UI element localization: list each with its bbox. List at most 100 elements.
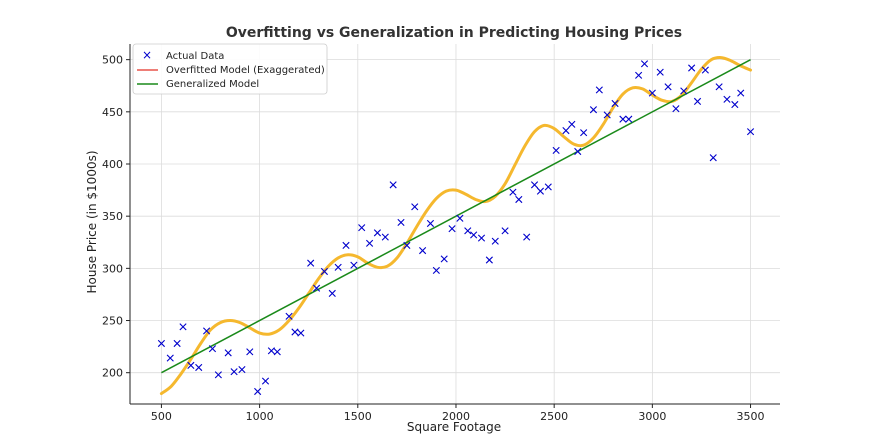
data-point-54 (562, 127, 570, 135)
data-point-71 (688, 64, 696, 72)
data-point-15 (267, 347, 275, 355)
data-point-31 (389, 181, 397, 189)
data-point-56 (574, 147, 582, 156)
data-point-59 (595, 86, 603, 94)
legend-entry-overfitted-model: Overfitted Model (Exaggerated) (137, 65, 325, 76)
data-point-25 (342, 241, 350, 249)
x-tick-label-2: 1500 (344, 410, 372, 423)
data-point-7 (208, 345, 217, 353)
x-tick-label-3: 2000 (442, 410, 470, 423)
data-point-36 (426, 219, 435, 228)
legend-label-actual-data: Actual Data (166, 51, 224, 62)
y-axis-label: House Price (in $1000s) (85, 150, 99, 293)
legend-entry-actual-data: × Actual Data (142, 48, 224, 62)
data-point-1 (166, 354, 174, 362)
overfitted-model-curve (159, 56, 753, 396)
data-point-60 (603, 111, 611, 119)
legend-label-overfitted-model: Overfitted Model (Exaggerated) (166, 65, 325, 76)
data-point-33 (403, 241, 411, 249)
data-point-5 (195, 363, 203, 372)
data-point-4 (187, 361, 195, 369)
data-point-63 (625, 115, 633, 123)
tick-labels: 500 1000 1500 2000 2500 3000 3500 200 250 300 350 4… (102, 54, 765, 423)
y-tick-label-3: 350 (102, 210, 123, 223)
data-point-51 (536, 187, 545, 195)
axes (126, 44, 780, 408)
legend-entry-generalized-model: Generalized Model (137, 79, 259, 90)
data-point-69 (672, 105, 680, 113)
data-point-40 (456, 214, 464, 222)
x-tick-label-6: 3500 (737, 410, 765, 423)
data-point-52 (544, 183, 552, 191)
y-tick-label-6: 500 (102, 54, 123, 67)
data-point-75 (715, 83, 723, 91)
y-tick-label-1: 250 (102, 315, 123, 328)
y-tick-label-2: 300 (102, 262, 123, 275)
data-point-64 (635, 71, 643, 79)
data-point-42 (470, 231, 478, 239)
data-point-47 (509, 188, 517, 196)
data-point-26 (350, 261, 358, 269)
data-point-66 (648, 89, 656, 97)
x-tick-label-0: 500 (151, 410, 172, 423)
x-axis-label: Square Footage (407, 420, 501, 434)
data-point-35 (419, 247, 427, 255)
data-point-41 (464, 227, 472, 235)
data-point-49 (523, 233, 531, 241)
generalized-model-line (161, 58, 751, 374)
legend-marker-actual-data: × (142, 48, 152, 62)
data-point-58 (589, 106, 598, 114)
data-point-72 (693, 97, 702, 105)
data-point-79 (746, 128, 755, 136)
data-point-45 (491, 237, 499, 245)
data-point-6 (202, 327, 211, 335)
data-point-17 (285, 312, 293, 320)
data-point-30 (381, 233, 389, 241)
data-point-23 (328, 289, 336, 297)
data-point-24 (334, 263, 342, 271)
data-point-44 (485, 256, 493, 264)
data-point-0 (157, 339, 166, 348)
data-point-65 (640, 60, 649, 68)
y-tick-label-5: 450 (102, 106, 123, 119)
x-tick-label-4: 2500 (540, 410, 568, 423)
data-point-32 (397, 218, 405, 227)
data-point-22 (320, 267, 328, 276)
data-point-12 (246, 348, 254, 356)
data-point-16 (273, 348, 281, 356)
data-point-11 (238, 365, 246, 374)
data-point-70 (680, 87, 688, 95)
data-point-39 (448, 225, 456, 233)
data-point-57 (580, 129, 588, 137)
data-point-8 (214, 371, 222, 379)
actual-data-series (157, 60, 755, 396)
data-point-43 (477, 234, 486, 242)
data-point-18 (291, 328, 299, 336)
data-point-29 (373, 229, 382, 237)
data-point-68 (664, 83, 672, 91)
data-point-34 (411, 203, 419, 211)
data-point-13 (254, 387, 262, 396)
x-tick-label-1: 1000 (246, 410, 274, 423)
data-point-48 (515, 195, 523, 204)
data-point-10 (230, 368, 238, 376)
data-point-14 (261, 377, 270, 385)
data-point-67 (656, 68, 664, 76)
data-point-9 (224, 349, 232, 357)
legend-frame (132, 43, 328, 95)
data-point-61 (611, 99, 619, 108)
data-point-78 (737, 89, 745, 97)
data-point-73 (701, 66, 709, 74)
generalized-model-series (161, 58, 751, 374)
chart-title: Overfitting vs Generalization in Predict… (226, 25, 682, 41)
data-point-62 (619, 115, 627, 123)
data-point-50 (530, 181, 539, 189)
legend-label-generalized-model: Generalized Model (166, 79, 259, 90)
overfitted-model-series (159, 56, 753, 396)
data-point-28 (365, 239, 374, 247)
data-point-38 (440, 255, 448, 263)
data-point-21 (312, 284, 321, 292)
legend: × Actual Data Overfitted Model (Exaggera… (132, 43, 328, 95)
y-tick-label-4: 400 (102, 158, 123, 171)
